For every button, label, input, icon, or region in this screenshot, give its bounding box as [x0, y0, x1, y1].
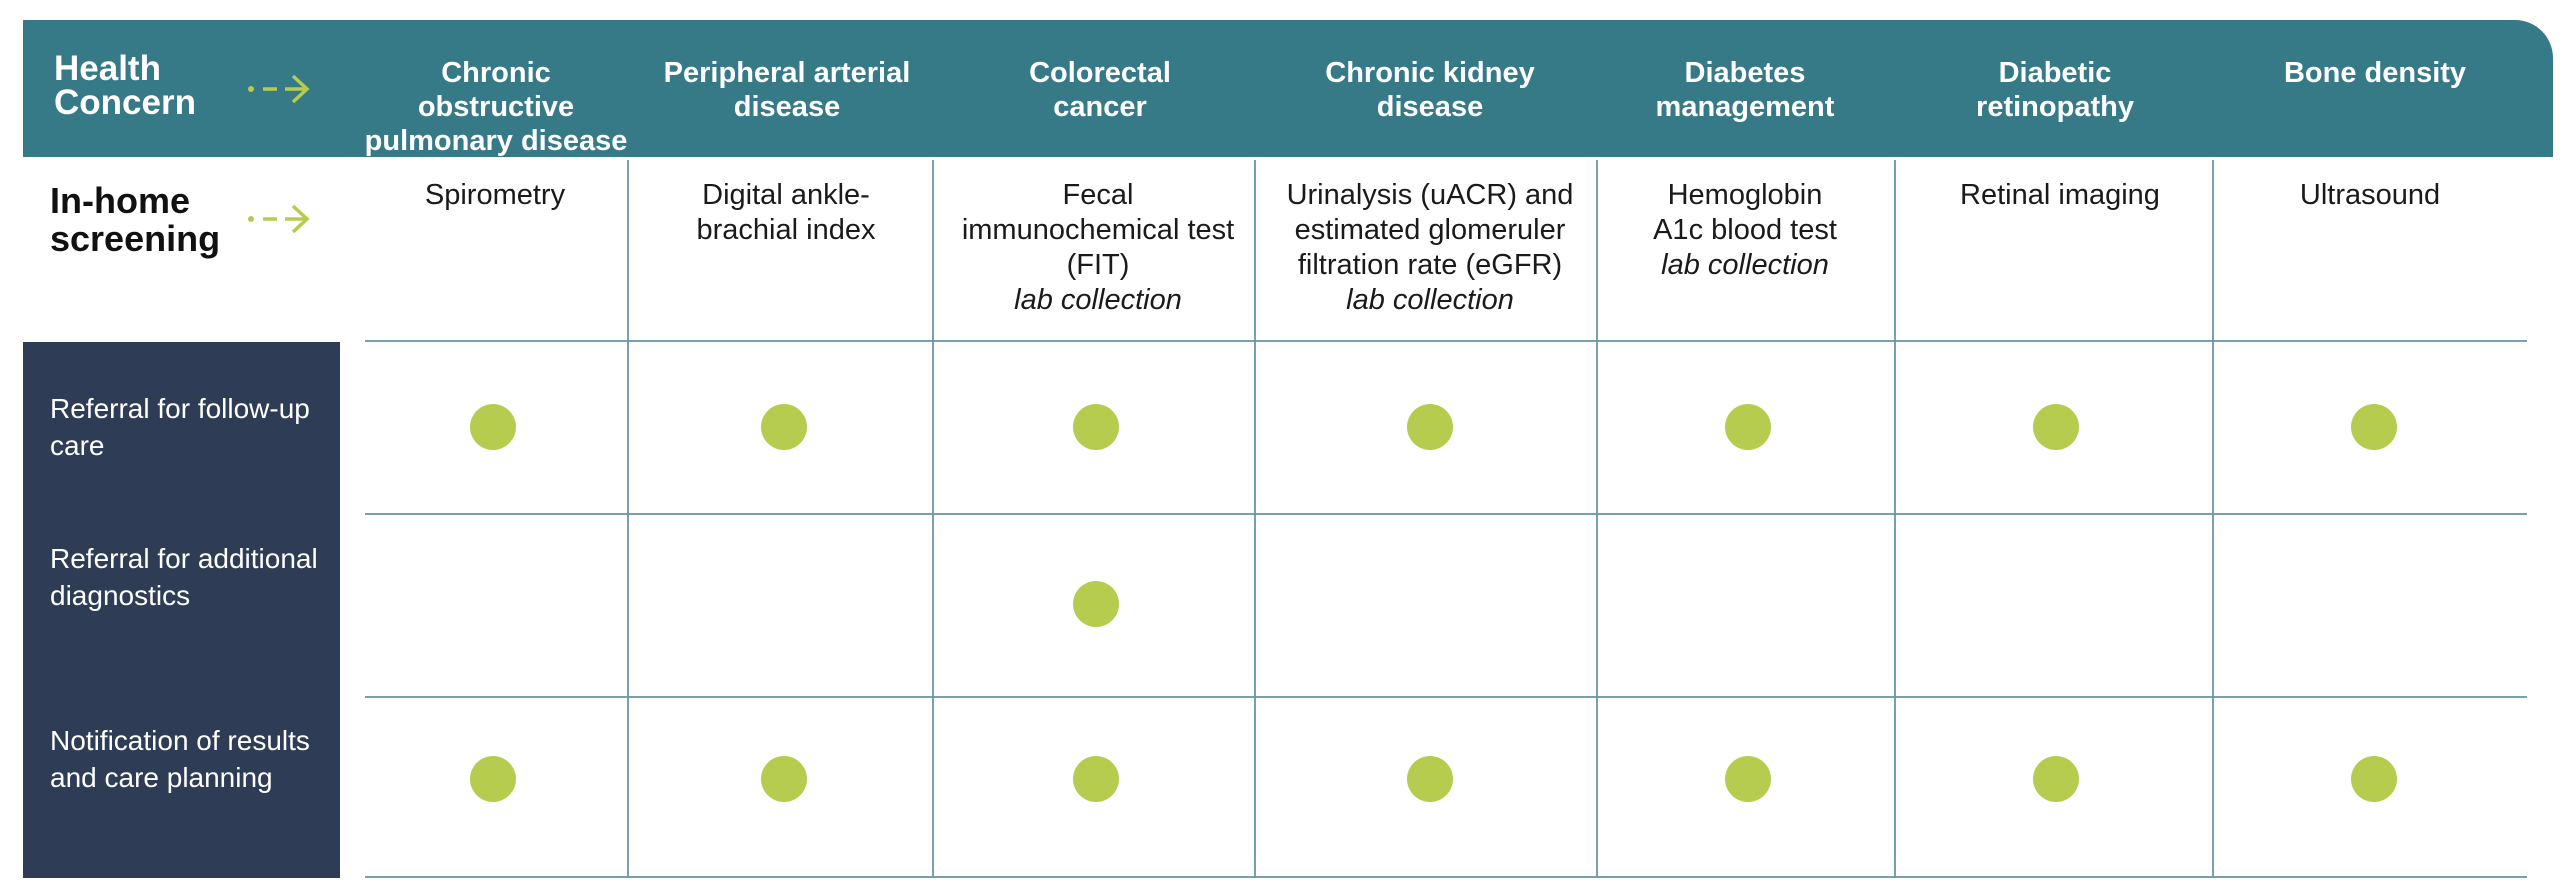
test-name: Urinalysis (uACR) and estimated glomerul… — [1286, 179, 1574, 281]
test-name: Spirometry — [424, 179, 566, 211]
screening-test: Hemoglobin A1c blood test lab collection — [1640, 178, 1850, 283]
row-label-panel — [23, 342, 340, 878]
grid-line — [365, 876, 2527, 878]
check-dot — [761, 756, 807, 802]
screening-test: Urinalysis (uACR) and estimated glomerul… — [1270, 178, 1590, 318]
check-dot — [1073, 756, 1119, 802]
test-name: Ultrasound — [2299, 179, 2441, 211]
screening-test: Digital ankle-brachial index — [680, 178, 892, 248]
check-dot — [1073, 404, 1119, 450]
concern-ckd: Chronic kidney disease — [1325, 57, 1535, 123]
check-dot — [1407, 756, 1453, 802]
test-note: lab collection — [1346, 284, 1514, 316]
check-dot — [2351, 756, 2397, 802]
dashed-arrow-right-icon — [248, 74, 310, 104]
in-home-screening-label: In-home screening — [50, 180, 221, 259]
grid-line — [932, 160, 934, 878]
screening-test: Fecal immunochemical test (FIT) lab coll… — [960, 178, 1236, 318]
test-name: Retinal imaging — [1960, 179, 2160, 211]
check-dot — [1073, 581, 1119, 627]
check-dot — [2033, 404, 2079, 450]
row-label-notification: Notification of results and care plannin… — [50, 725, 310, 793]
check-dot — [761, 404, 807, 450]
grid-line — [365, 696, 2527, 698]
check-dot — [1407, 404, 1453, 450]
check-dot — [470, 756, 516, 802]
concern-retinopathy: Diabetic retinopathy — [1976, 57, 2134, 123]
grid-line — [1596, 160, 1598, 878]
concern-pad: Peripheral arterial disease — [663, 57, 911, 123]
check-dot — [2033, 756, 2079, 802]
concern-diabetes: Diabetes management — [1655, 57, 1835, 123]
test-name: Hemoglobin A1c blood test — [1653, 179, 1837, 246]
grid-line — [2212, 160, 2214, 878]
grid-line — [1254, 160, 1256, 878]
grid-line — [365, 340, 2527, 342]
check-dot — [2351, 404, 2397, 450]
check-dot — [1725, 756, 1771, 802]
check-dot — [470, 404, 516, 450]
screening-test: Spirometry — [380, 178, 610, 213]
concern-copd: Chronic obstructive pulmonary disease — [364, 57, 628, 157]
test-note: lab collection — [1661, 249, 1829, 281]
grid-line — [365, 513, 2527, 515]
check-dot — [1725, 404, 1771, 450]
health-concern-label: Health Concern — [54, 49, 196, 122]
grid-line — [1894, 160, 1896, 878]
test-name: Digital ankle-brachial index — [696, 179, 876, 246]
concern-colorectal: Colorectal cancer — [1029, 57, 1171, 123]
concern-bone-density: Bone density — [2283, 57, 2467, 89]
test-name: Fecal immunochemical test (FIT) — [961, 179, 1235, 281]
row-label-follow-up: Referral for follow-up care — [50, 393, 310, 461]
test-note: lab collection — [1014, 284, 1182, 316]
row-label-diagnostics: Referral for additional diagnostics — [50, 543, 318, 611]
grid-line — [627, 160, 629, 878]
screening-test: Ultrasound — [2220, 178, 2520, 213]
dashed-arrow-right-icon — [248, 204, 310, 234]
screening-test: Retinal imaging — [1905, 178, 2215, 213]
header-band — [23, 20, 2553, 157]
